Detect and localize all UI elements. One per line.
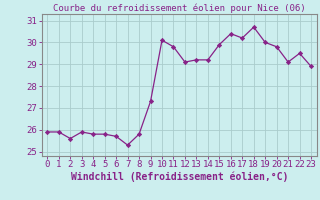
X-axis label: Windchill (Refroidissement éolien,°C): Windchill (Refroidissement éolien,°C) xyxy=(70,172,288,182)
Title: Courbe du refroidissement éolien pour Nice (06): Courbe du refroidissement éolien pour Ni… xyxy=(53,4,306,13)
